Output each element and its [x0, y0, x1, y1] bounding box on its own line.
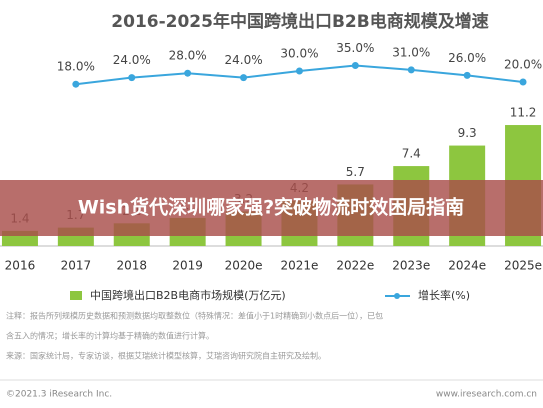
growth-label: 24.0%: [224, 53, 262, 67]
note: 含五入的情况；增长率的计算均基于精确的数值进行计算。: [6, 331, 214, 341]
x-tick-label: 2018: [116, 259, 147, 273]
banner-text: Wish货代深圳哪家强?突破物流时效困局指南: [78, 196, 464, 219]
copyright: ©2021.3 iResearch Inc.: [6, 390, 112, 400]
x-tick-label: 2020e: [225, 259, 263, 273]
growth-point: [463, 71, 471, 79]
growth-label: 30.0%: [280, 47, 318, 61]
growth-point: [351, 62, 359, 69]
growth-point: [407, 66, 415, 74]
growth-label: 26.0%: [448, 51, 486, 65]
x-tick-label: 2025e: [504, 259, 542, 273]
legend-label: 增长率(%): [418, 288, 470, 302]
chart-title: 2016-2025年中国跨境出口B2B电商规模及增速: [111, 11, 488, 32]
legend-label: 中国跨境出口B2B电商市场规模(万亿元): [90, 288, 286, 302]
x-tick-label: 2017: [61, 259, 92, 273]
growth-point: [295, 67, 303, 75]
note: 来源：国家统计局，专家访谈，根据艾瑞统计模型核算，艾瑞咨询研究院自主研究及绘制。: [6, 351, 326, 361]
growth-label: 18.0%: [57, 60, 95, 74]
growth-point: [519, 78, 527, 86]
growth-label: 20.0%: [504, 58, 542, 72]
banner: [0, 180, 543, 236]
growth-point: [72, 80, 80, 88]
x-tick-label: 2021e: [280, 259, 318, 273]
growth-point: [128, 74, 136, 82]
growth-label: 35.0%: [336, 41, 374, 55]
bar-label: 9.3: [458, 126, 477, 140]
bar-label: 5.7: [346, 165, 365, 179]
legend-swatch: [394, 293, 400, 299]
note: 注释：报告所列规模历史数据和预测数据均取整数位（特殊情况：差值小于1时精确到小数…: [6, 311, 383, 321]
growth-point: [184, 69, 192, 77]
growth-point: [240, 74, 248, 82]
x-tick-label: 2024e: [448, 259, 486, 273]
website: www.iresearch.com.cn: [436, 390, 537, 400]
growth-label: 24.0%: [113, 53, 151, 67]
x-tick-label: 2016: [5, 259, 36, 273]
growth-label: 28.0%: [169, 49, 207, 63]
x-tick-label: 2019: [172, 259, 203, 273]
bar-label: 11.2: [510, 106, 537, 120]
x-tick-label: 2022e: [336, 259, 374, 273]
bar-label: 7.4: [402, 147, 421, 161]
growth-label: 31.0%: [392, 45, 430, 59]
legend-swatch: [70, 291, 82, 300]
x-tick-label: 2023e: [392, 259, 430, 273]
